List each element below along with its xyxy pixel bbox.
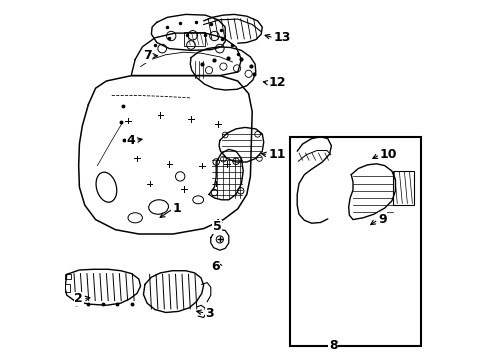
Text: 7: 7 bbox=[143, 49, 151, 62]
Text: 8: 8 bbox=[329, 339, 338, 352]
Text: 3: 3 bbox=[205, 307, 214, 320]
Bar bbox=[65, 284, 71, 292]
Text: 5: 5 bbox=[213, 220, 221, 233]
Bar bbox=[392, 171, 414, 205]
Text: 10: 10 bbox=[380, 148, 397, 161]
Text: 6: 6 bbox=[211, 260, 220, 273]
Text: 13: 13 bbox=[274, 31, 291, 44]
Text: 11: 11 bbox=[269, 148, 286, 161]
Bar bbox=[290, 137, 421, 346]
Text: 1: 1 bbox=[173, 202, 182, 215]
Text: 9: 9 bbox=[378, 213, 387, 226]
Text: 12: 12 bbox=[269, 76, 286, 89]
Text: 2: 2 bbox=[74, 292, 83, 305]
Bar bbox=[184, 32, 205, 46]
Text: 4: 4 bbox=[126, 134, 135, 147]
Bar bbox=[65, 274, 72, 279]
